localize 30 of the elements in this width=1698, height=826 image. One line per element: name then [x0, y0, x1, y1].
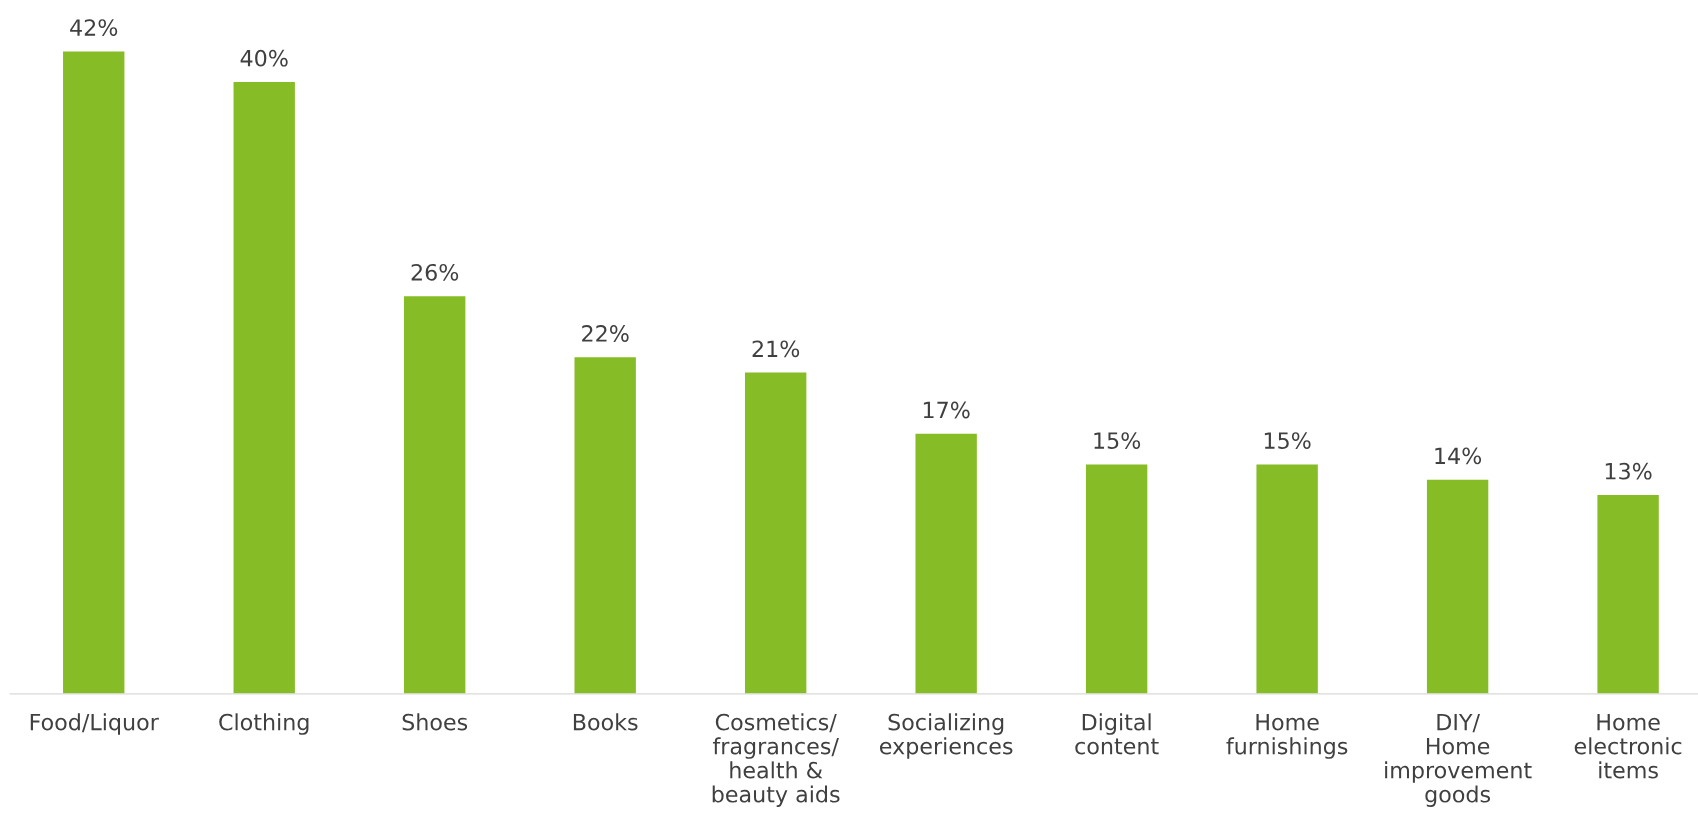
data-label: 22% [582, 325, 629, 342]
data-label: 15% [1264, 432, 1311, 449]
bar [233, 81, 295, 694]
x-tick-label: Cosmetics/ fragrances/ health & beauty aids [712, 713, 840, 807]
data-label: 13% [1605, 462, 1652, 480]
x-tick-label: Home furnishings [1226, 713, 1348, 759]
bar [1256, 464, 1318, 694]
x-tick-label: Socializing experiences [880, 713, 1013, 759]
data-label: 40% [240, 49, 288, 67]
bar [63, 51, 125, 694]
bar [574, 357, 636, 694]
x-tick-label: Digital content [1075, 713, 1159, 755]
bar [915, 433, 977, 694]
bar [404, 296, 466, 694]
data-label: 21% [752, 340, 800, 358]
bar [1597, 494, 1659, 694]
bar [1085, 464, 1148, 694]
data-label: 42% [70, 19, 118, 36]
x-tick-label: Clothing [219, 713, 309, 735]
data-label: 26% [411, 263, 459, 281]
x-tick-label: Food/Liquor [30, 713, 159, 735]
data-label: 15% [1094, 432, 1141, 449]
x-tick-label: DIY/ Home improvement goods [1385, 713, 1532, 807]
x-tick-label: Home electronic items [1574, 713, 1682, 779]
data-label: 14% [1435, 447, 1482, 465]
bar [744, 372, 807, 694]
x-tick-label: Books [573, 713, 638, 731]
data-label: 17% [923, 401, 970, 419]
bar [1426, 479, 1489, 694]
x-tick-label: Shoes [402, 713, 468, 731]
